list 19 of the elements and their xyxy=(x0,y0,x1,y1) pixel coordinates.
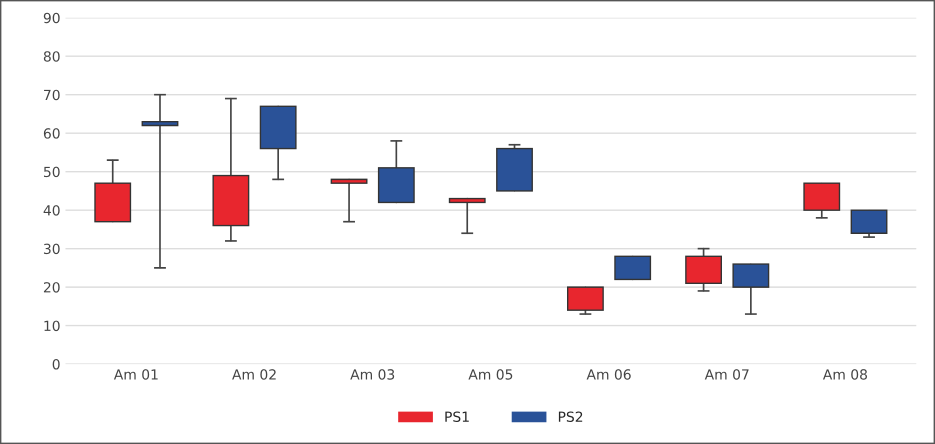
x-tick-label: Am 01 xyxy=(114,369,158,380)
x-tick-label: Am 02 xyxy=(232,369,276,380)
y-tick-label: 70 xyxy=(44,90,60,100)
y-tick-label: 50 xyxy=(44,166,60,178)
legend-label: PS1 xyxy=(445,411,469,422)
y-tick-label: 90 xyxy=(44,12,60,24)
x-tick-label: Am 07 xyxy=(704,369,749,380)
y-tick-label: 0 xyxy=(52,359,60,370)
y-tick-label: 40 xyxy=(44,205,60,216)
x-tick-label: Am 06 xyxy=(586,369,631,380)
y-tick-label: 60 xyxy=(44,128,60,139)
legend-label: PS2 xyxy=(558,411,582,422)
y-tick-label: 20 xyxy=(44,282,60,293)
y-tick-label: 80 xyxy=(44,51,60,62)
x-tick-label: Am 05 xyxy=(468,369,512,380)
x-tick-label: Am 03 xyxy=(350,369,394,380)
y-tick-label: 30 xyxy=(44,244,60,254)
x-tick-label: Am 08 xyxy=(822,369,868,380)
y-tick-label: 10 xyxy=(44,320,60,332)
